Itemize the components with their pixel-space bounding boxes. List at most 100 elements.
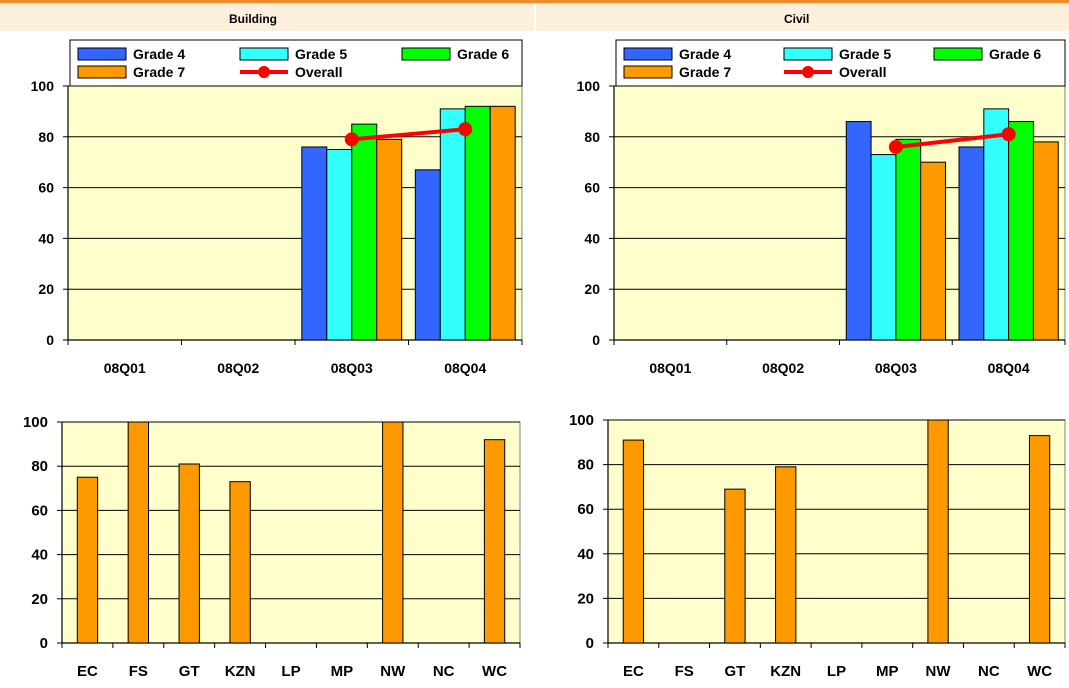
chart4-x-tick-label: KZN [770,663,801,680]
chart1-y-tick-label: 40 [38,230,54,246]
chart1-bar-grade-5 [326,149,353,341]
chart3-y-tick-label: 100 [23,414,48,431]
chart3-bar-gt [178,463,200,644]
chart3-bar-ec [76,476,99,644]
chart2-legend-swatch [933,47,983,61]
chart4-x-tick-label: LP [827,663,846,680]
chart1-legend-swatch [77,47,127,61]
chart1-x-tick-label: 08Q03 [331,360,373,376]
chart2-x-tick-label: 08Q04 [988,360,1030,376]
chart1-bar-grade-4 [414,169,441,341]
chart4-x-tick-label: WC [1027,663,1052,680]
chart2-x-tick-label: 08Q02 [762,360,804,376]
chart2-legend [615,39,1066,87]
chart1-bar-grade-5 [439,108,466,341]
chart1-bar-grade-7 [376,138,403,341]
chart2-bar-grade-7 [1032,141,1059,341]
chart3-x-tick-label: NW [380,663,406,680]
chart2-y-tick-label: 80 [584,129,600,145]
chart3-bar-wc [483,439,506,644]
chart4-bar-nw [927,419,949,644]
chart1-legend-label: Grade 5 [295,46,347,62]
chart2-legend-label: Grade 7 [679,64,731,80]
chart3-x-tick-label: WC [482,663,507,680]
chart3-bar-fs [127,421,150,644]
chart1-legend-swatch [239,47,289,61]
chart4-bar-ec [622,439,645,644]
chart2-x-tick-label: 08Q01 [649,360,691,376]
chart2-legend-label: Grade 6 [989,46,1041,62]
chart4-bar-kzn [775,466,797,644]
chart2-y-tick-label: 40 [584,230,600,246]
chart1-legend-swatch [401,47,451,61]
chart2-overall-line [895,132,1009,149]
chart3-x-tick-label: FS [129,663,148,680]
chart4-bar-wc [1028,435,1051,644]
chart1-y-tick-label: 20 [38,281,54,297]
header-bar-civil: Civil [536,3,1069,31]
chart1-x-tick-label: 08Q01 [104,360,146,376]
chart2-legend-label: Overall [839,64,886,80]
chart2-y-tick-label: 60 [584,180,600,196]
chart3-y-tick-label: 80 [31,458,48,475]
chart1-y-tick-label: 0 [46,332,54,348]
chart2-bar-grade-7 [920,161,946,341]
header-bar-building: Building [0,3,534,31]
chart2-legend-swatch [623,65,673,79]
chart2-bar-grade-6 [895,138,922,341]
chart1-bar-grade-4 [301,146,328,341]
chart4-y-tick-label: 40 [577,546,594,563]
chart4-x-tick-label: NC [978,663,1000,680]
chart1-legend-label: Grade 6 [457,46,509,62]
chart2-legend-label: Grade 4 [679,46,731,62]
chart1-legend-label: Overall [295,64,342,80]
chart1-x-tick-label: 08Q04 [444,360,486,376]
chart1-y-tick-label: 100 [31,78,55,94]
chart3-x-tick-label: GT [179,663,200,680]
chart2-y-tick-label: 100 [577,78,601,94]
chart1-overall-line [351,127,466,142]
chart2-x-tick-label: 08Q03 [875,360,917,376]
chart1-legend-label: Grade 4 [133,46,185,62]
chart2-legend-marker [802,66,814,78]
chart2-bar-grade-4 [958,146,985,341]
chart3-y-tick-label: 20 [31,591,48,608]
chart3-bar-kzn [229,481,251,644]
chart1-y-tick-label: 60 [38,180,54,196]
chart4-y-tick-label: 100 [569,412,594,429]
top-accent-rule [0,0,1069,3]
chart2-bar-grade-5 [870,154,897,341]
chart4-plot-area [607,419,1066,644]
chart3-y-tick-label: 60 [31,502,48,519]
chart1-overall-point [344,132,359,147]
chart3-x-tick-label: LP [281,663,300,680]
chart2-legend-label: Grade 5 [839,46,891,62]
chart4-x-tick-label: FS [675,663,694,680]
chart2-overall-point [1001,127,1016,142]
chart2-bar-grade-5 [983,108,1010,341]
chart1-bar-grade-6 [464,105,491,341]
chart3-y-tick-label: 40 [31,547,48,564]
chart3-y-tick-label: 0 [40,635,48,652]
chart4-x-tick-label: NW [926,663,952,680]
chart1-legend-marker [258,66,270,78]
chart2-y-tick-label: 20 [584,281,600,297]
chart1-bar-grade-6 [351,123,378,341]
chart2-legend-swatch [783,47,833,61]
chart1-y-tick-label: 80 [38,129,54,145]
chart1-legend-label: Grade 7 [133,64,185,80]
chart4-x-tick-label: MP [876,663,899,680]
chart3-x-tick-label: EC [77,663,98,680]
chart1-x-tick-label: 08Q02 [217,360,259,376]
chart1-bar-grade-7 [489,105,516,341]
chart3-x-tick-label: MP [331,663,354,680]
chart2-legend-swatch [623,47,673,61]
chart4-x-tick-label: EC [623,663,644,680]
chart3-x-tick-label: KZN [225,663,256,680]
chart4-x-tick-label: GT [725,663,746,680]
chart1-overall-point [458,122,473,137]
chart2-bar-grade-4 [845,121,872,341]
chart4-y-tick-label: 80 [577,457,594,474]
chart4-bar-gt [724,488,746,644]
